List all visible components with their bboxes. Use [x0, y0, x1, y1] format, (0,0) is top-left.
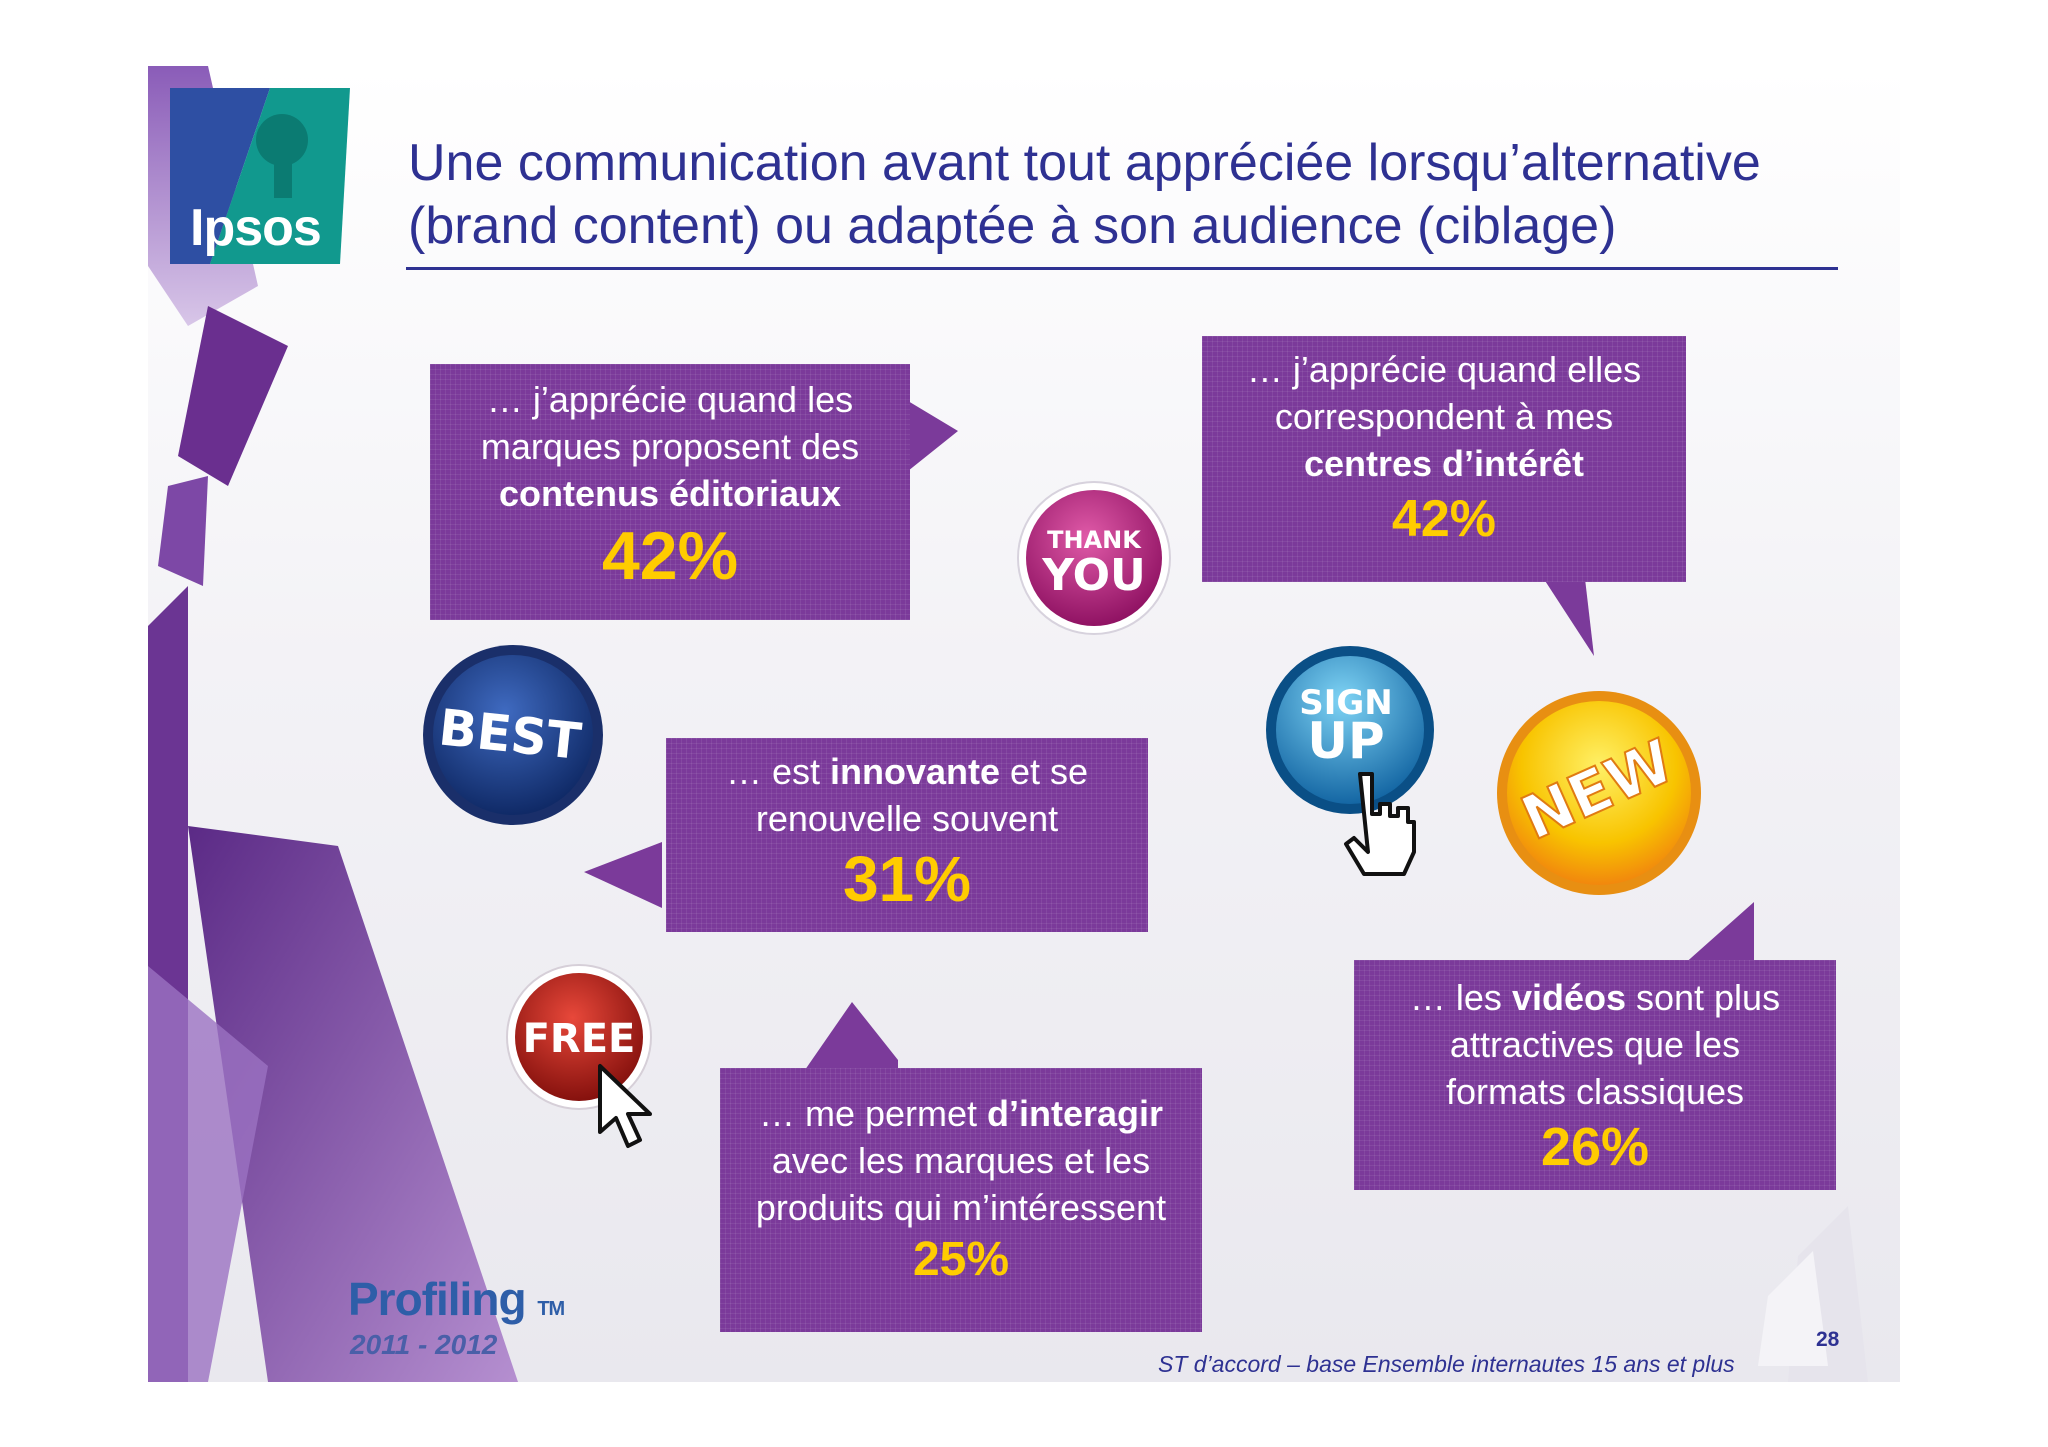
bubble-text: attractives que les [1449, 1024, 1741, 1065]
text-part: … est [725, 751, 830, 792]
profiling-years: 2011 - 2012 [350, 1329, 498, 1360]
bubble-innovante: … est innovante et se renouvelle souvent… [666, 738, 1148, 932]
bubble-text: … est innovante et se [666, 748, 1148, 795]
bubble-text-bold: contenus éditoriaux [498, 473, 842, 514]
title-line-1: Une communication avant tout appréciée l… [408, 134, 1761, 192]
page-title: Une communication avant tout appréciée l… [408, 132, 1808, 258]
sign-up-badge-icon: SIGN UP [1266, 646, 1434, 814]
text-part: … les [1409, 977, 1512, 1018]
percentage-value: 42% [601, 518, 739, 594]
percentage-value: 25% [912, 1233, 1010, 1286]
badge-label: UP [1307, 712, 1384, 770]
badge-label: FREE [523, 1016, 636, 1062]
bubble-interagir: … me permet d’interagir avec les marques… [720, 1068, 1202, 1332]
title-divider [406, 267, 1838, 270]
ipsos-logo: Ipsos [170, 88, 350, 264]
percentage-value: 42% [1391, 490, 1497, 548]
bubble-centres-interet: … j’apprécie quand elles correspondent à… [1202, 336, 1686, 582]
bubble-text: marques proposent des [480, 426, 860, 467]
badge-label: YOU [1041, 550, 1145, 601]
text-part: sont plus [1625, 977, 1781, 1018]
slide: Ipsos Une communication avant tout appré… [148, 66, 1900, 1382]
new-badge-icon: NEW [1497, 691, 1701, 895]
decorative-ribbons [148, 66, 1868, 1382]
badge-label: SIGN [1299, 683, 1393, 723]
percentage-value: 26% [1540, 1117, 1650, 1177]
bubble-text: correspondent à mes [1274, 396, 1614, 437]
bubble-videos: … les vidéos sont plus attractives que l… [1354, 960, 1836, 1190]
bubble-text: renouvelle souvent [755, 798, 1059, 839]
logo-wordmark: Ipsos [190, 199, 322, 257]
percentage-value: 31% [842, 843, 972, 915]
text-bold: innovante [829, 751, 1000, 792]
bubble-editorial-content: … j’apprécie quand les marques proposent… [430, 364, 910, 620]
bubble-tail [1538, 570, 1594, 656]
arrow-cursor-icon [598, 1064, 652, 1148]
text-part: et se [999, 751, 1089, 792]
text-part: … me permet [758, 1093, 988, 1134]
profiling-label: Profiling [348, 1273, 527, 1325]
title-line-2: (brand content) ou adaptée à son audienc… [408, 197, 1617, 255]
text-bold: vidéos [1511, 977, 1626, 1018]
profiling-brand: Profiling TM [348, 1272, 565, 1326]
badge-label: THANK [1047, 526, 1142, 554]
page-number: 28 [1816, 1328, 1840, 1351]
free-badge-icon: FREE [506, 964, 652, 1110]
footnote: ST d’accord – base Ensemble internautes … [1158, 1351, 1735, 1377]
bubble-text: … me permet d’interagir [720, 1090, 1202, 1137]
bubble-text: … j’apprécie quand les [486, 379, 854, 420]
bubble-text: … j’apprécie quand elles [1246, 349, 1642, 390]
bubble-text-bold: centres d’intérêt [1303, 443, 1585, 484]
thank-you-badge-icon: THANK YOU [1017, 481, 1171, 635]
bubble-text: … les vidéos sont plus [1354, 974, 1836, 1021]
trademark-mark: TM [537, 1298, 565, 1320]
bubble-tail [798, 1002, 898, 1080]
hand-cursor-icon [1344, 772, 1416, 876]
text-bold: d’interagir [987, 1093, 1164, 1134]
bubble-text: produits qui m’intéressent [755, 1187, 1167, 1228]
best-badge-icon: BEST [423, 645, 603, 825]
bubble-text: avec les marques et les [771, 1140, 1151, 1181]
bubble-text: formats classiques [1445, 1071, 1745, 1112]
bubble-tail [908, 401, 958, 471]
bubble-tail [584, 842, 662, 908]
